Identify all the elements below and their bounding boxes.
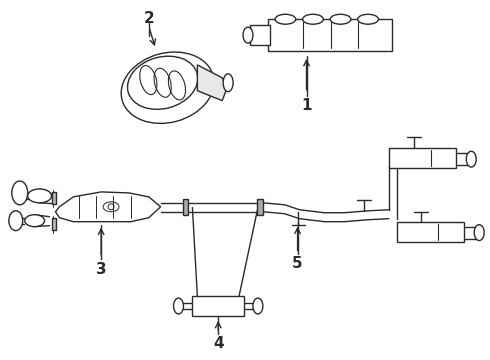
Text: 4: 4 — [213, 336, 223, 351]
Text: 5: 5 — [292, 256, 303, 271]
Polygon shape — [55, 192, 161, 222]
Ellipse shape — [474, 225, 484, 240]
Ellipse shape — [12, 181, 28, 205]
Ellipse shape — [275, 14, 296, 24]
Bar — [257, 199, 263, 215]
Bar — [389, 148, 456, 168]
Ellipse shape — [330, 14, 351, 24]
Bar — [397, 222, 465, 242]
Bar — [51, 218, 56, 230]
Text: 2: 2 — [144, 11, 154, 26]
Text: 1: 1 — [301, 98, 312, 113]
Ellipse shape — [24, 215, 45, 227]
Text: 3: 3 — [96, 262, 106, 277]
Ellipse shape — [28, 189, 51, 203]
Ellipse shape — [303, 14, 323, 24]
Ellipse shape — [466, 151, 476, 167]
Bar — [51, 192, 56, 204]
Bar — [250, 25, 270, 45]
Bar — [183, 199, 189, 215]
Ellipse shape — [9, 211, 23, 231]
Ellipse shape — [358, 14, 378, 24]
Ellipse shape — [127, 56, 198, 109]
Ellipse shape — [173, 298, 183, 314]
Bar — [193, 296, 244, 316]
Polygon shape — [197, 65, 227, 100]
Ellipse shape — [253, 298, 263, 314]
Ellipse shape — [121, 52, 214, 123]
Ellipse shape — [243, 27, 253, 43]
Ellipse shape — [223, 74, 233, 92]
Bar — [268, 19, 392, 51]
